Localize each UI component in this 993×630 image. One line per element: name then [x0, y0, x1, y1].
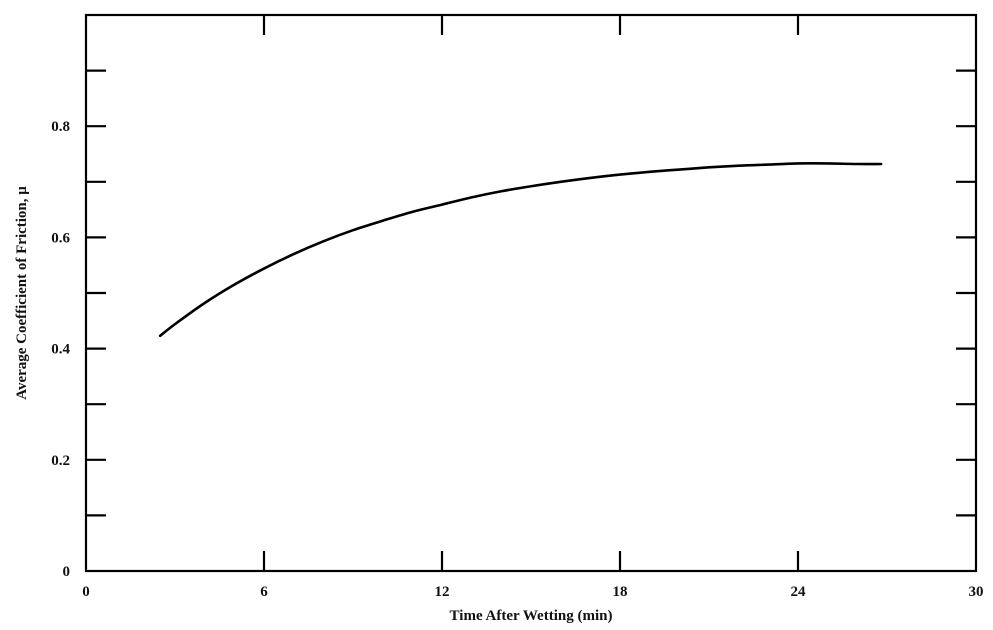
- x-tick-label: 12: [435, 584, 450, 600]
- ticks-layer: [86, 15, 976, 571]
- x-tick-label: 30: [969, 584, 984, 600]
- x-tick-label: 18: [613, 584, 628, 600]
- friction-curve: [158, 162, 883, 338]
- x-tick-label: 0: [82, 584, 90, 600]
- series-layer: [158, 162, 883, 338]
- y-tick-label: 0.2: [51, 453, 70, 469]
- y-tick-label: 0.8: [51, 119, 70, 135]
- y-axis-title: Average Coefficient of Friction, μ: [14, 186, 30, 400]
- y-tick-label: 0.4: [51, 342, 70, 358]
- y-tick-label: 0.6: [51, 230, 70, 246]
- x-tick-label: 24: [791, 584, 807, 600]
- tick-labels-layer: 0 6 12 18 24 30 0 0.2 0.4 0.6 0.8: [51, 119, 983, 600]
- x-tick-label: 6: [260, 584, 268, 600]
- x-axis-title: Time After Wetting (min): [450, 608, 613, 624]
- y-tick-label: 0: [63, 564, 71, 580]
